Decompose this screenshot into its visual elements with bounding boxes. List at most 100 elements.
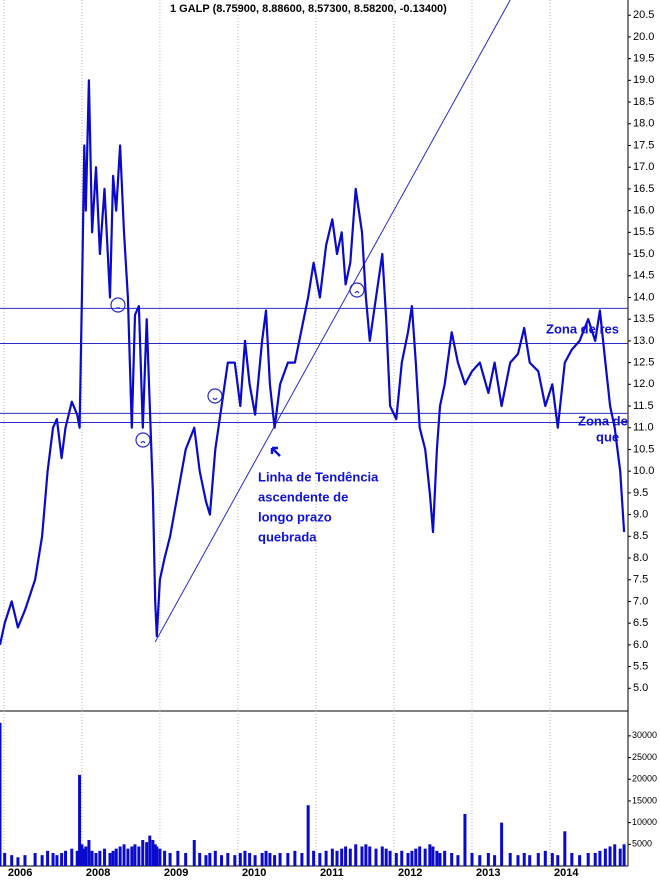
- volume-bar: [470, 852, 474, 866]
- x-tick-label: 2006: [8, 867, 32, 879]
- volume-bar: [423, 848, 427, 866]
- volume-bar: [70, 848, 74, 866]
- y-tick-label: 16.5: [633, 183, 654, 195]
- volume-bar: [176, 850, 180, 866]
- arrow: [270, 446, 281, 457]
- x-tick-label: 2012: [398, 867, 422, 879]
- y-tick-label: 11.0: [633, 422, 654, 434]
- volume-bar: [622, 844, 626, 866]
- y-tick-label: 18.0: [633, 118, 654, 130]
- y-tick-label: 30000: [632, 730, 657, 740]
- volume-bar: [126, 848, 130, 866]
- volume-bar: [608, 846, 612, 866]
- y-tick-label: 20000: [632, 774, 657, 784]
- y-tick-label: 18.5: [633, 96, 654, 108]
- x-tick-label: 2014: [554, 867, 579, 879]
- volume-bar: [394, 852, 398, 866]
- trend-line: [154, 0, 511, 643]
- volume-bar: [312, 850, 316, 866]
- y-tick-label: 25000: [632, 752, 657, 762]
- volume-bar: [273, 855, 277, 866]
- y-tick-label: 15.0: [633, 248, 654, 260]
- volume-bar: [198, 852, 202, 866]
- volume-bar: [593, 852, 597, 866]
- volume-bar: [243, 850, 247, 866]
- y-tick-label: 9.5: [633, 487, 648, 499]
- volume-bar: [443, 850, 447, 866]
- volume-bar: [406, 852, 410, 866]
- volume-bar: [384, 848, 388, 866]
- volume-bar: [438, 852, 442, 866]
- x-tick-label: 2013: [476, 867, 500, 879]
- volume-bar: [286, 852, 290, 866]
- x-tick-label: 2011: [320, 867, 344, 879]
- annotation: Zona de res: [546, 321, 619, 336]
- y-tick-label: 5000: [632, 839, 652, 849]
- y-tick-label: 20.5: [633, 9, 654, 21]
- volume-bar: [158, 848, 162, 866]
- y-tick-label: 7.5: [633, 574, 648, 586]
- volume-bar: [111, 850, 115, 866]
- volume-bar: [318, 852, 322, 866]
- volume-bar: [550, 852, 554, 866]
- volume-bar: [516, 855, 520, 866]
- volume-bar: [268, 852, 272, 866]
- volume-bar: [238, 852, 242, 866]
- annotation: longo prazo: [258, 509, 332, 524]
- y-tick-label: 6.5: [633, 617, 648, 629]
- y-tick-label: 15000: [632, 795, 657, 805]
- volume-bar: [428, 844, 432, 866]
- volume-bar: [522, 852, 526, 866]
- volume-bar: [536, 852, 540, 866]
- volume-bar: [543, 850, 547, 866]
- price-line: [0, 79, 626, 646]
- y-tick-label: 7.0: [633, 595, 648, 607]
- volume-bar: [400, 850, 404, 866]
- volume-bar: [613, 844, 617, 866]
- chart-title: 1 GALP (8.75900, 8.88600, 8.57300, 8.582…: [170, 3, 447, 15]
- volume-bar: [163, 850, 167, 866]
- annotation: Linha de Tendência: [258, 469, 379, 484]
- volume-bar: [10, 855, 14, 866]
- y-tick-label: 11.5: [633, 400, 654, 412]
- y-tick-label: 5.0: [633, 682, 648, 694]
- volume-bar: [456, 855, 460, 866]
- volume-bar: [344, 846, 348, 866]
- volume-bar: [500, 822, 504, 866]
- volume-bar: [108, 852, 112, 866]
- volume-bar: [130, 846, 134, 866]
- y-tick-label: 10.0: [633, 465, 654, 477]
- volume-bar: [23, 855, 27, 866]
- y-tick-label: 10000: [632, 817, 657, 827]
- volume-bar: [84, 846, 88, 866]
- volume-bar: [603, 848, 607, 866]
- volume-bar: [528, 855, 532, 866]
- y-tick-label: 9.0: [633, 508, 648, 520]
- volume-bar: [148, 835, 152, 866]
- volume-bar: [0, 722, 2, 866]
- volume-bar: [586, 852, 590, 866]
- volume-bar: [354, 844, 358, 866]
- volume-bar: [388, 850, 392, 866]
- volume-bar: [618, 848, 622, 866]
- volume-bar: [114, 848, 118, 866]
- volume-bar: [78, 774, 82, 866]
- volume-bar: [141, 839, 145, 866]
- y-tick-label: 8.5: [633, 530, 648, 542]
- volume-bar: [155, 846, 159, 866]
- volume-bar: [75, 850, 79, 866]
- volume-bar: [410, 850, 414, 866]
- volume-bar: [478, 855, 482, 866]
- x-tick-label: 2009: [164, 867, 188, 879]
- volume-bar: [414, 848, 418, 866]
- volume-bar: [103, 848, 107, 866]
- volume-bar: [508, 852, 512, 866]
- volume-bar: [260, 852, 264, 866]
- y-tick-label: 19.5: [633, 53, 654, 65]
- volume-bar: [233, 855, 237, 866]
- y-tick-label: 13.0: [633, 335, 654, 347]
- volume-bar: [248, 852, 252, 866]
- annotation: que: [596, 429, 619, 444]
- volume-bar: [264, 850, 268, 866]
